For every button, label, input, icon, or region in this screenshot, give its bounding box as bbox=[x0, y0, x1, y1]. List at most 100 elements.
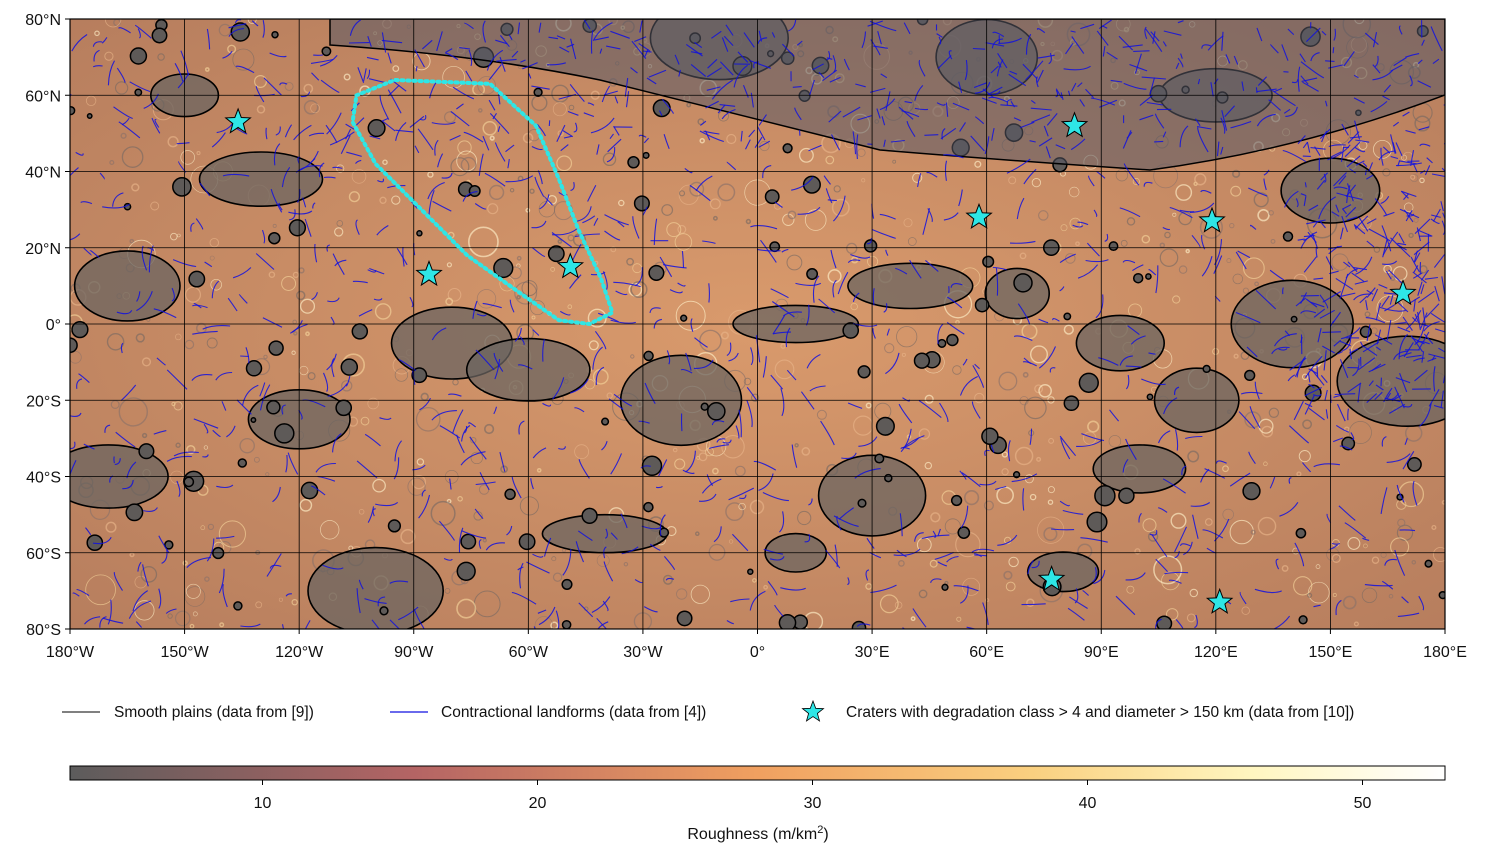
contractional-landform bbox=[463, 22, 474, 30]
contractional-landform bbox=[1149, 530, 1158, 536]
contractional-landform bbox=[78, 373, 90, 384]
contractional-landform bbox=[1271, 346, 1290, 355]
contractional-landform bbox=[136, 291, 141, 302]
crater-rim bbox=[1126, 217, 1136, 226]
contractional-landform bbox=[1425, 303, 1440, 318]
contractional-landform bbox=[1324, 100, 1328, 107]
contractional-landform bbox=[326, 112, 342, 135]
contractional-landform bbox=[1125, 365, 1142, 368]
contractional-landform bbox=[226, 425, 236, 438]
crater-rim bbox=[907, 237, 917, 246]
contractional-landform bbox=[604, 214, 629, 226]
contractional-landform bbox=[1310, 52, 1320, 62]
contractional-landform bbox=[102, 203, 130, 209]
contractional-landform bbox=[1339, 227, 1344, 240]
contractional-landform bbox=[161, 549, 168, 564]
crater-rim bbox=[1302, 373, 1309, 380]
contractional-landform bbox=[748, 129, 756, 138]
contractional-landform bbox=[1331, 542, 1341, 545]
contractional-landform bbox=[1197, 126, 1212, 130]
contractional-landform bbox=[428, 190, 435, 216]
contractional-landform bbox=[507, 159, 510, 169]
contractional-landform bbox=[114, 458, 121, 466]
latitude-tick-label: 80°N bbox=[25, 12, 61, 29]
contractional-landform bbox=[1025, 33, 1032, 55]
crater-rim bbox=[596, 554, 610, 567]
contractional-landform bbox=[1340, 292, 1356, 297]
smooth-plain-crater bbox=[764, 189, 780, 205]
longitude-tick-label: 90°E bbox=[1084, 644, 1119, 661]
smooth-plain-crater bbox=[1145, 273, 1152, 280]
smooth-plain-crater bbox=[676, 610, 693, 627]
contractional-landform bbox=[1364, 32, 1379, 46]
contractional-landform bbox=[936, 102, 946, 106]
contractional-landform bbox=[681, 251, 685, 269]
contractional-landform bbox=[484, 172, 506, 187]
contractional-landform bbox=[1306, 27, 1321, 42]
contractional-landform bbox=[456, 103, 464, 110]
smooth-plain-crater bbox=[875, 416, 895, 436]
longitude-tick-label: 180°E bbox=[1423, 644, 1467, 661]
longitude-tick-label: 180°W bbox=[46, 644, 95, 661]
contractional-landform bbox=[861, 31, 867, 49]
contractional-landform bbox=[808, 498, 813, 506]
contractional-landform bbox=[1293, 400, 1304, 421]
contractional-landform bbox=[906, 120, 916, 138]
crater-rim bbox=[1178, 211, 1193, 226]
crater-rim bbox=[450, 157, 470, 177]
contractional-landform bbox=[643, 606, 658, 613]
contractional-landform bbox=[783, 311, 802, 317]
contractional-landform bbox=[606, 147, 616, 163]
contractional-landform bbox=[898, 403, 913, 424]
contractional-landform bbox=[866, 237, 872, 245]
contractional-landform bbox=[1382, 95, 1390, 101]
crater-rim bbox=[118, 397, 149, 427]
contractional-landform bbox=[475, 481, 496, 486]
crater-rim bbox=[1003, 570, 1013, 580]
crater-rim bbox=[180, 150, 195, 165]
crater-star-icon bbox=[224, 107, 252, 134]
crater-markers bbox=[224, 107, 1417, 614]
contractional-landform bbox=[717, 104, 726, 114]
crater-rim bbox=[192, 611, 198, 617]
crater-rim bbox=[1185, 248, 1190, 254]
crater-rim bbox=[444, 588, 451, 594]
contractional-landform bbox=[1303, 256, 1317, 273]
crater-rim bbox=[983, 500, 994, 511]
crater-rim bbox=[1396, 524, 1414, 542]
contractional-landform bbox=[1051, 528, 1075, 531]
contractional-landform bbox=[395, 129, 414, 133]
contractional-landform bbox=[1355, 139, 1370, 143]
contractional-landform bbox=[831, 134, 840, 151]
crater-rim bbox=[1257, 516, 1277, 536]
smooth-plain-crater bbox=[456, 561, 476, 581]
contractional-landform bbox=[943, 212, 959, 221]
smooth-plain-crater bbox=[937, 338, 947, 348]
contractional-landform bbox=[281, 624, 285, 629]
contractional-landform bbox=[478, 539, 482, 549]
contractional-landform bbox=[156, 357, 166, 366]
contractional-landform bbox=[871, 228, 896, 239]
crater-rim bbox=[447, 287, 462, 302]
crater-rim bbox=[924, 461, 933, 470]
crater-rim bbox=[530, 300, 546, 316]
contractional-landform bbox=[1322, 291, 1341, 303]
contractional-landform bbox=[1235, 311, 1261, 324]
crater-rim bbox=[552, 572, 563, 582]
contractional-landform bbox=[922, 208, 931, 235]
contractional-landform bbox=[1022, 488, 1025, 511]
smooth-plain-crater bbox=[86, 113, 93, 119]
longitude-tick-label: 120°E bbox=[1194, 644, 1238, 661]
contractional-landform bbox=[1344, 141, 1361, 158]
contractional-landform bbox=[422, 39, 433, 50]
contractional-landform bbox=[1158, 507, 1168, 513]
longitude-tick-label: 30°E bbox=[855, 644, 890, 661]
crater-rim bbox=[721, 434, 745, 459]
contractional-landform bbox=[1321, 30, 1327, 36]
contractional-landform bbox=[1143, 181, 1153, 187]
crater-rim bbox=[1172, 295, 1181, 304]
crater-rim bbox=[1244, 411, 1262, 429]
contractional-landform bbox=[107, 60, 115, 86]
crater-rim bbox=[588, 340, 599, 351]
contractional-landform bbox=[921, 534, 950, 540]
